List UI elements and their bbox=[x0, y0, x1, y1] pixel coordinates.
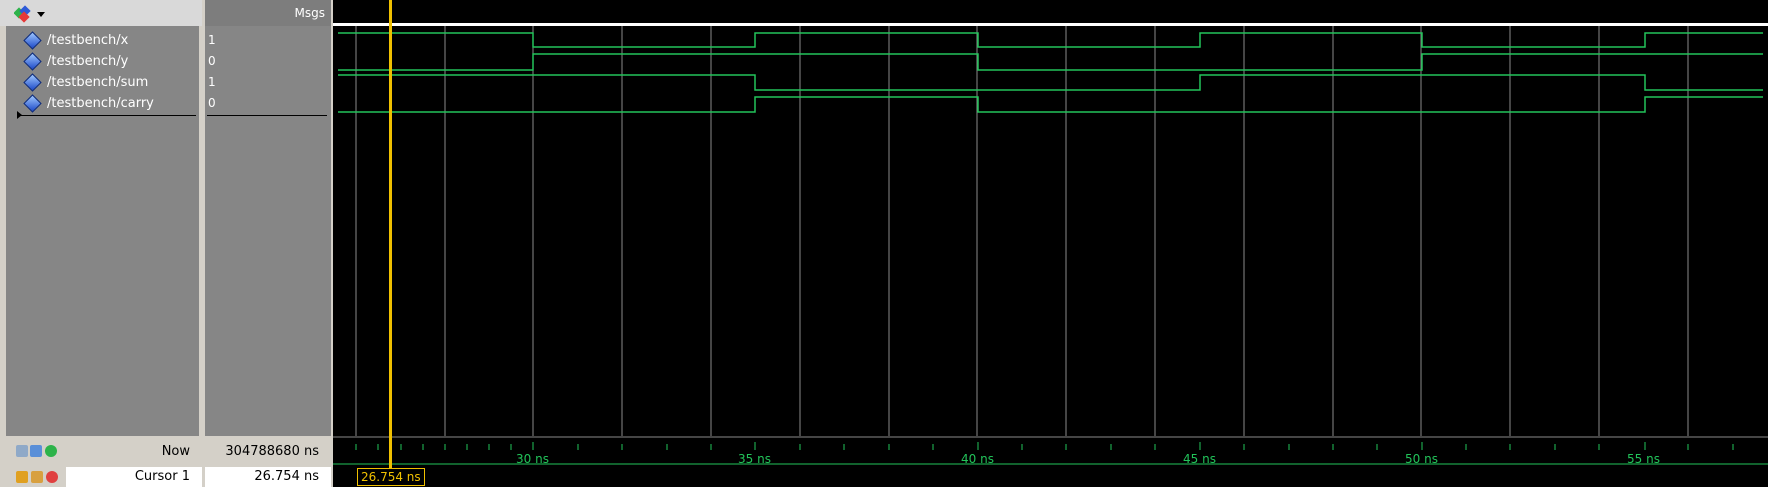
signal-value: 0 bbox=[208, 54, 216, 68]
signal-values-pane[interactable] bbox=[205, 26, 331, 436]
signal-row-y[interactable]: /testbench/y bbox=[23, 51, 129, 71]
insert-icon[interactable] bbox=[45, 445, 57, 457]
add-cursor-icon[interactable] bbox=[30, 445, 42, 457]
timeline-tick-label: 35 ns bbox=[738, 452, 771, 466]
lock-icon[interactable] bbox=[16, 471, 28, 483]
signal-diamond-icon bbox=[23, 51, 42, 71]
cursor-time-value: 26.754 ns bbox=[361, 470, 421, 484]
edit-icon[interactable] bbox=[31, 471, 43, 483]
signal-name: /testbench/carry bbox=[47, 95, 154, 111]
signal-diamond-icon bbox=[23, 93, 42, 113]
signal-diamond-icon bbox=[23, 30, 42, 50]
cursor-row[interactable]: Cursor 1 bbox=[66, 467, 202, 487]
waveform-canvas[interactable] bbox=[333, 0, 1768, 436]
timeline-tick-label: 50 ns bbox=[1405, 452, 1438, 466]
signal-diamond-icon bbox=[23, 72, 42, 92]
wave-window-icon[interactable] bbox=[14, 5, 32, 23]
signal-value: 1 bbox=[208, 75, 216, 89]
now-value: 304788680 ns bbox=[225, 444, 319, 459]
names-header bbox=[0, 0, 202, 27]
signal-row-carry[interactable]: /testbench/carry bbox=[23, 93, 154, 113]
msgs-header-label: Msgs bbox=[294, 6, 325, 20]
signal-value: 0 bbox=[208, 96, 216, 110]
expand-triangle-icon[interactable] bbox=[17, 111, 22, 119]
timeline-ruler[interactable] bbox=[333, 436, 1768, 487]
delete-icon[interactable] bbox=[46, 471, 58, 483]
cursor-label: Cursor 1 bbox=[134, 469, 190, 484]
signal-row-sum[interactable]: /testbench/sum bbox=[23, 72, 149, 92]
cursor-time-box[interactable]: 26.754 ns bbox=[357, 468, 425, 486]
msgs-header: Msgs bbox=[205, 0, 331, 27]
signal-name: /testbench/x bbox=[47, 32, 129, 48]
signal-value: 1 bbox=[208, 33, 216, 47]
timeline-tick-label: 55 ns bbox=[1627, 452, 1660, 466]
signal-names-pane[interactable] bbox=[0, 26, 202, 436]
signal-row-x[interactable]: /testbench/x bbox=[23, 30, 129, 50]
list-divider bbox=[207, 115, 327, 116]
timeline-tick-label: 30 ns bbox=[516, 452, 549, 466]
cursor-value: 26.754 ns bbox=[254, 469, 319, 484]
signal-name: /testbench/y bbox=[47, 53, 129, 69]
chevron-down-icon[interactable] bbox=[37, 12, 45, 17]
cursor-value-cell[interactable]: 26.754 ns bbox=[205, 467, 331, 487]
list-divider bbox=[18, 115, 196, 116]
signal-name: /testbench/sum bbox=[47, 74, 149, 90]
timeline-tick-label: 45 ns bbox=[1183, 452, 1216, 466]
now-label: Now bbox=[161, 444, 190, 459]
zoom-icon[interactable] bbox=[16, 445, 28, 457]
timeline-tick-label: 40 ns bbox=[961, 452, 994, 466]
